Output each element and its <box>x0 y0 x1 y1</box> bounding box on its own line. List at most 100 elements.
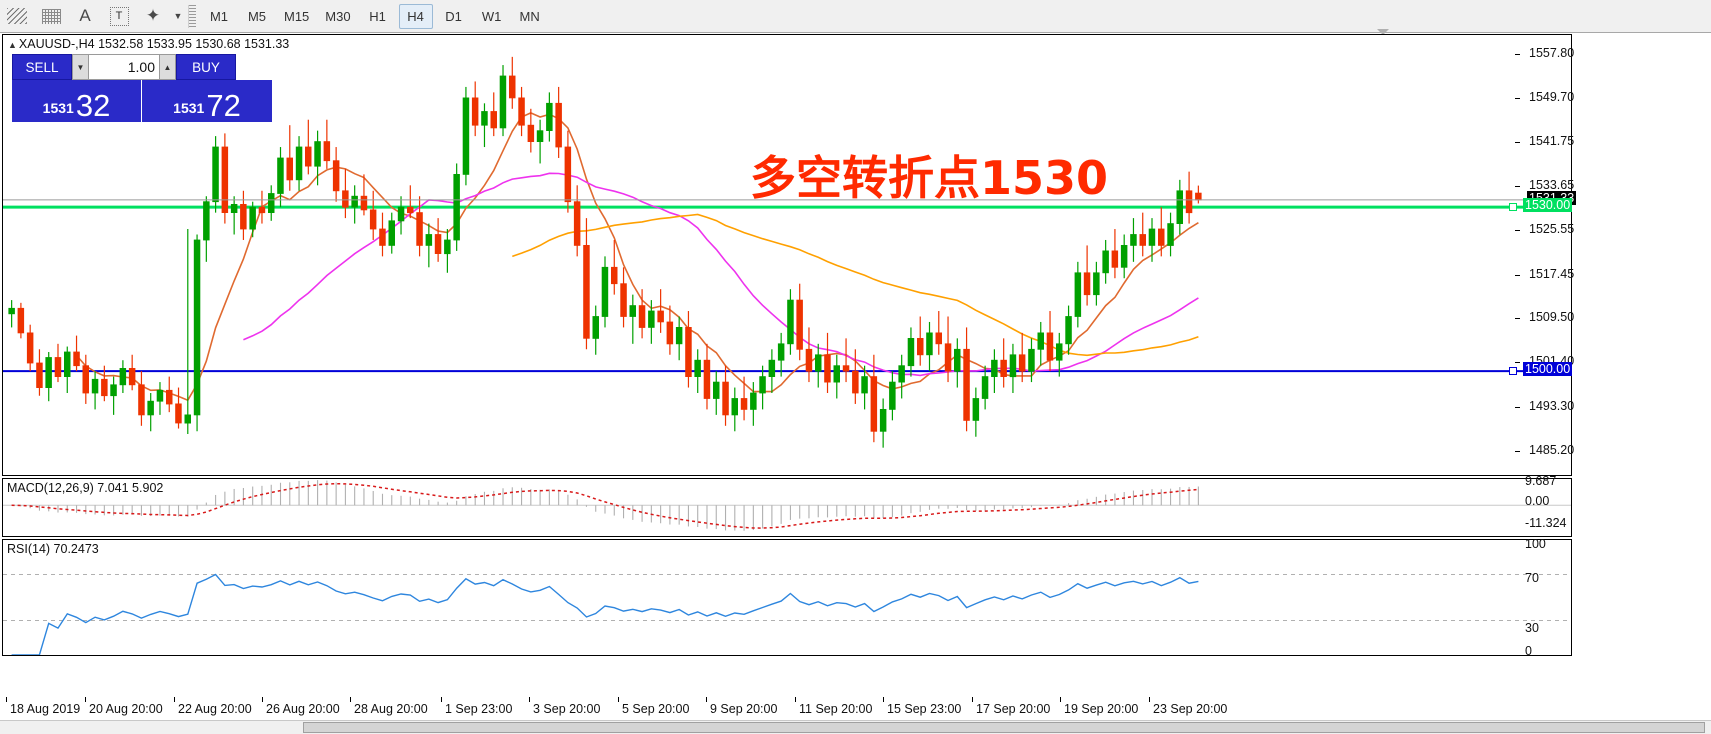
candle-body <box>323 141 331 162</box>
candle-body <box>694 359 701 378</box>
date-axis-label: 15 Sep 23:00 <box>887 702 962 716</box>
candle-body <box>1083 272 1091 296</box>
badge-blue: 1500.00 <box>1523 362 1573 377</box>
candle-body <box>926 332 933 356</box>
candle-body <box>425 234 433 246</box>
objects-dropdown-icon[interactable]: ▼ <box>170 1 184 32</box>
candle-body <box>870 376 878 432</box>
candle-body <box>573 201 581 246</box>
volume-input[interactable]: 1.00 <box>89 54 159 80</box>
date-axis-label: 1 Sep 23:00 <box>445 702 513 716</box>
candle-body <box>26 332 34 364</box>
candle-body <box>666 321 674 345</box>
candle-body <box>45 357 52 389</box>
indicators-icon[interactable] <box>0 1 34 32</box>
candle-body <box>267 193 275 214</box>
chart-collapse-arrow-icon[interactable] <box>1377 29 1389 35</box>
candle-body <box>907 337 915 367</box>
price-axis-tick <box>1515 54 1520 56</box>
candle-body <box>277 157 284 194</box>
rsi-pane[interactable]: RSI(14) 70.2473 <box>2 539 1572 656</box>
candle-body <box>184 414 191 424</box>
macd-label: MACD(12,26,9) 7.041 5.902 <box>7 481 164 495</box>
candle-body <box>629 305 637 317</box>
candle-body <box>397 206 405 222</box>
rsi-axis-label: 0 <box>1525 644 1532 658</box>
candle-body <box>110 384 117 397</box>
date-axis-tick <box>795 697 796 702</box>
candle-body <box>824 354 831 383</box>
date-axis-tick <box>85 697 86 702</box>
templates-icon[interactable] <box>34 1 68 32</box>
candle-body <box>713 381 720 399</box>
candle-body <box>954 348 961 372</box>
date-axis-tick <box>706 697 707 702</box>
tab-timeframe-m15[interactable]: M15 <box>284 8 310 24</box>
objects-icon[interactable]: ✦ <box>145 6 161 25</box>
tab-timeframe-m5[interactable]: M5 <box>247 8 267 24</box>
line-handle[interactable] <box>1509 367 1517 376</box>
tab-timeframe-mn[interactable]: MN <box>519 8 540 24</box>
date-axis-tick <box>883 697 884 702</box>
date-axis-tick <box>441 697 442 702</box>
price-axis-label: 1517.45 <box>1529 266 1575 281</box>
one-click-trade-panel[interactable]: SELL ▼ 1.00 ▲ BUY 1531 32 1531 72 <box>12 54 272 122</box>
candle-body <box>536 130 544 142</box>
sell-price-display[interactable]: 1531 32 <box>12 80 142 122</box>
toolbar-grip[interactable] <box>188 4 196 28</box>
date-axis-tick <box>6 697 7 702</box>
chart-annotation-text[interactable]: 多空转折点1530 <box>750 151 1109 205</box>
candle-body <box>1000 359 1007 378</box>
buy-price-prefix: 1531 <box>173 100 205 116</box>
date-axis-tick <box>972 697 973 702</box>
rsi-axis-label: 70 <box>1525 571 1539 585</box>
candle-body <box>879 408 887 432</box>
candle-body <box>342 190 349 208</box>
volume-increment-button[interactable]: ▲ <box>159 54 176 80</box>
candle-body <box>759 376 766 394</box>
date-axis-label: 11 Sep 20:00 <box>799 702 873 716</box>
candle-body <box>369 209 377 230</box>
collapse-triangle-icon: ▲ <box>8 40 17 50</box>
macd-axis-label: 0.00 <box>1525 494 1550 508</box>
candle-body <box>406 206 414 214</box>
date-axis-label: 20 Aug 20:00 <box>89 702 163 716</box>
candle-body <box>1028 348 1035 372</box>
candle-body <box>434 234 442 255</box>
tab-timeframe-m1[interactable]: M1 <box>209 8 229 24</box>
text-icon[interactable]: A <box>79 6 91 25</box>
price-axis-label: 1485.20 <box>1529 443 1575 458</box>
volume-decrement-button[interactable]: ▼ <box>72 54 89 80</box>
tab-timeframe-d1[interactable]: D1 <box>445 8 462 24</box>
text-label-glyph: T <box>109 6 129 26</box>
candle-body <box>592 316 600 339</box>
trade-panel-top: SELL ▼ 1.00 ▲ BUY <box>12 54 272 80</box>
line-handle[interactable] <box>1509 203 1517 212</box>
price-axis-tick <box>1515 318 1520 320</box>
tab-timeframe-h4[interactable]: H4 <box>398 3 433 29</box>
rsi-line <box>11 573 1199 655</box>
tab-timeframe-h1[interactable]: H1 <box>369 8 386 24</box>
candle-body <box>1074 272 1082 317</box>
price-chart-svg <box>3 56 1571 448</box>
scrollbar-thumb[interactable] <box>303 722 1705 733</box>
symbol-header: ▲ XAUUSD-,H4 1532.58 1533.95 1530.68 1531… <box>8 37 289 51</box>
candle-body <box>944 343 952 372</box>
tab-timeframe-w1[interactable]: W1 <box>481 8 502 24</box>
text-label-icon[interactable]: T <box>102 1 136 32</box>
price-pane[interactable] <box>2 34 1572 476</box>
candle-body <box>1185 190 1193 214</box>
price-axis-tick <box>1515 141 1520 143</box>
sell-button[interactable]: SELL <box>12 54 72 80</box>
buy-button[interactable]: BUY <box>176 54 236 80</box>
price-axis[interactable]: 1557.80 1549.70 1541.75 1533.65 1525.55 1517.… <box>1509 34 1655 658</box>
buy-price-display[interactable]: 1531 72 <box>142 80 272 122</box>
tab-timeframe-m30[interactable]: M30 <box>325 8 351 24</box>
macd-pane[interactable]: MACD(12,26,9) 7.041 5.902 <box>2 478 1572 537</box>
price-axis-label: 1541.75 <box>1529 133 1575 148</box>
candle-body <box>1139 234 1147 246</box>
candle-body <box>508 75 516 99</box>
candle-body <box>972 398 980 421</box>
candle-body <box>981 376 989 399</box>
horizontal-scrollbar[interactable] <box>0 720 1711 734</box>
